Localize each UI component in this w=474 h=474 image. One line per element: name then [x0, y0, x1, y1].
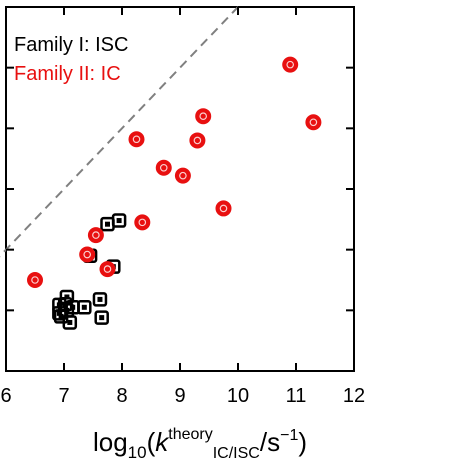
family1-point — [77, 300, 92, 315]
x-tick-label: 12 — [343, 385, 365, 407]
family2-point — [134, 214, 151, 231]
family1-point — [100, 216, 115, 232]
family2-point — [79, 246, 96, 263]
family2-point — [174, 167, 191, 184]
family2-point — [195, 108, 212, 125]
x-tick-label: 10 — [227, 385, 249, 407]
family2-point — [189, 132, 206, 149]
legend-entry-family2: Family II: IC — [14, 63, 121, 85]
family1-point — [94, 310, 109, 325]
x-tick-label: 9 — [174, 385, 185, 407]
plot-frame — [5, 6, 355, 372]
family2-point — [128, 131, 145, 148]
family1-point — [111, 213, 127, 228]
x-tick-label: 8 — [116, 385, 127, 407]
family2-point — [87, 227, 104, 244]
legend-entry-family1: Family I: ISC — [14, 34, 128, 56]
family2-point — [99, 261, 116, 278]
family1-point — [92, 292, 108, 307]
family1-point — [62, 315, 78, 330]
legend: Family I: ISC Family II: IC — [14, 34, 128, 85]
family2-point — [215, 200, 232, 217]
x-tick-label: 6 — [0, 385, 11, 407]
family2-point — [282, 56, 299, 73]
family2-point — [27, 272, 43, 288]
x-tick-label: 7 — [58, 385, 69, 407]
family2-point — [155, 159, 172, 176]
x-tick-label: 11 — [286, 385, 307, 407]
reference-line — [0, 6, 239, 258]
family2-point — [305, 114, 322, 131]
x-axis-label: log10(ktheoryIC/ISC/s−1) — [93, 426, 307, 462]
